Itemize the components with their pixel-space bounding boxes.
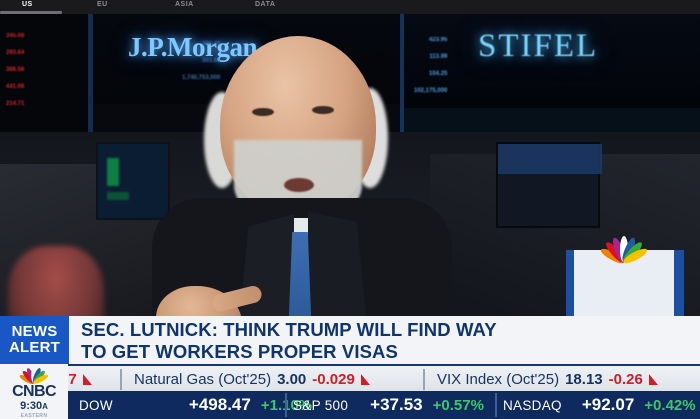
board-quote-value: 293.64 [6,50,25,56]
down-arrow-icon [82,374,92,385]
crawl-name: Natural Gas (Oct'25) [134,371,272,388]
board-center-quotes: 305.79 303.65 1,740,753,000 [182,36,220,87]
board-right-quotes: 423.95 113.99 104.25 102,175,000 [414,32,447,100]
index-separator [285,393,287,417]
nav-tab-asia[interactable]: ASIA [175,1,194,8]
board-bezel-left [88,14,93,142]
trading-board-right [404,14,700,108]
monitor-header-band [498,144,602,174]
down-arrow-icon [648,374,658,385]
crawl-separator [423,369,425,390]
crawl-change: -0.26 [608,371,643,388]
eye-right [312,106,334,114]
market-indices-bar[interactable]: DOW +498.47 +1.10% S&P 500 +37.53 +0.57%… [0,391,700,419]
nav-active-underline [0,11,62,14]
board-quote-value: 113.99 [429,54,448,60]
news-alert-banner: NEWS ALERT SEC. LUTNICK: THINK TRUMP WIL… [0,316,700,364]
crawl-change: -0.029 [312,371,355,388]
index-percent: +0.42% [644,396,696,414]
board-quote-value: 1,740,753,000 [182,75,221,81]
board-quote-value: 441.06 [6,84,25,90]
crawl-separator [120,369,122,390]
market-region-nav[interactable]: US EU ASIA DATA [0,0,700,14]
jpmorgan-signage: J.P.Morgan [128,32,258,62]
index-sp500[interactable]: S&P 500 +37.53 +0.57% [293,391,484,419]
board-bezel-right [400,14,404,152]
news-alert-badge: NEWS ALERT [0,316,69,364]
clock-time: 9:30 [20,400,43,412]
ticker-crawl[interactable]: 07 Natural Gas (Oct'25) 3.00 -0.029 VIX … [0,364,700,391]
board-left-quotes: 345.08 293.64 366.56 441.06 214.71 [6,28,24,113]
headline-line-2: TO GET WORKERS PROPER VISAS [81,340,398,362]
cnbc-network-bug: CNBC 9:30A EASTERN [0,364,68,419]
index-name: S&P 500 [293,397,349,413]
board-quote-value: 345.08 [6,33,25,39]
index-nasdaq[interactable]: NASDAQ +92.07 +0.42% [503,391,696,419]
monitor-glow-b [107,192,129,200]
index-change: +92.07 [581,395,635,414]
interview-guest [148,36,468,398]
nav-tab-data[interactable]: DATA [255,1,276,8]
crawl-price: 3.00 [277,371,307,388]
news-alert-headline: SEC. LUTNICK: THINK TRUMP WILL FIND WAY … [69,316,700,364]
broadcast-clock: 9:30A [20,400,48,413]
nav-tab-us[interactable]: US [22,1,33,8]
desk-monitor-left [96,142,170,220]
eye-left [252,108,274,116]
headline-line-1: SEC. LUTNICK: THINK TRUMP WILL FIND WAY [81,319,497,340]
news-alert-badge-line1: NEWS [11,323,58,340]
index-name: DOW [79,397,113,413]
index-dow[interactable]: DOW +498.47 +1.10% [79,391,312,419]
board-quote-value: 102,175,000 [414,88,448,94]
index-separator [495,393,497,417]
down-arrow-icon [360,374,370,385]
clock-timezone: EASTERN [20,413,48,419]
board-quote-value: 104.25 [429,71,448,77]
board-quote-value: 423.95 [429,37,448,43]
clock-meridiem: A [42,402,48,411]
board-quote-value: 366.56 [6,67,25,73]
crawl-item-natural-gas[interactable]: Natural Gas (Oct'25) 3.00 -0.029 [134,366,370,391]
desk-monitor-right [496,142,602,228]
crawl-name: VIX Index (Oct'25) [437,371,560,388]
news-alert-badge-line2: ALERT [9,339,60,356]
crawl-price: 18.13 [565,371,603,388]
index-change: +37.53 [370,395,423,414]
nav-tab-eu[interactable]: EU [97,1,108,8]
cnbc-wordmark: CNBC [12,383,56,400]
board-quote-value: 214.71 [6,101,25,107]
mouth [284,178,314,192]
monitor-glow-a [107,158,119,186]
trading-board-left [0,14,88,134]
board-quote-value: 305.79 [202,41,221,47]
index-name: NASDAQ [503,397,562,413]
crawl-item-vix-index[interactable]: VIX Index (Oct'25) 18.13 -0.26 [437,366,658,391]
index-percent: +0.57% [432,396,484,414]
peacock-icon [18,366,50,386]
stifel-signage: STIFEL [478,28,599,64]
board-quote-value: 303.65 [202,58,221,64]
index-change: +498.47 [188,395,251,414]
